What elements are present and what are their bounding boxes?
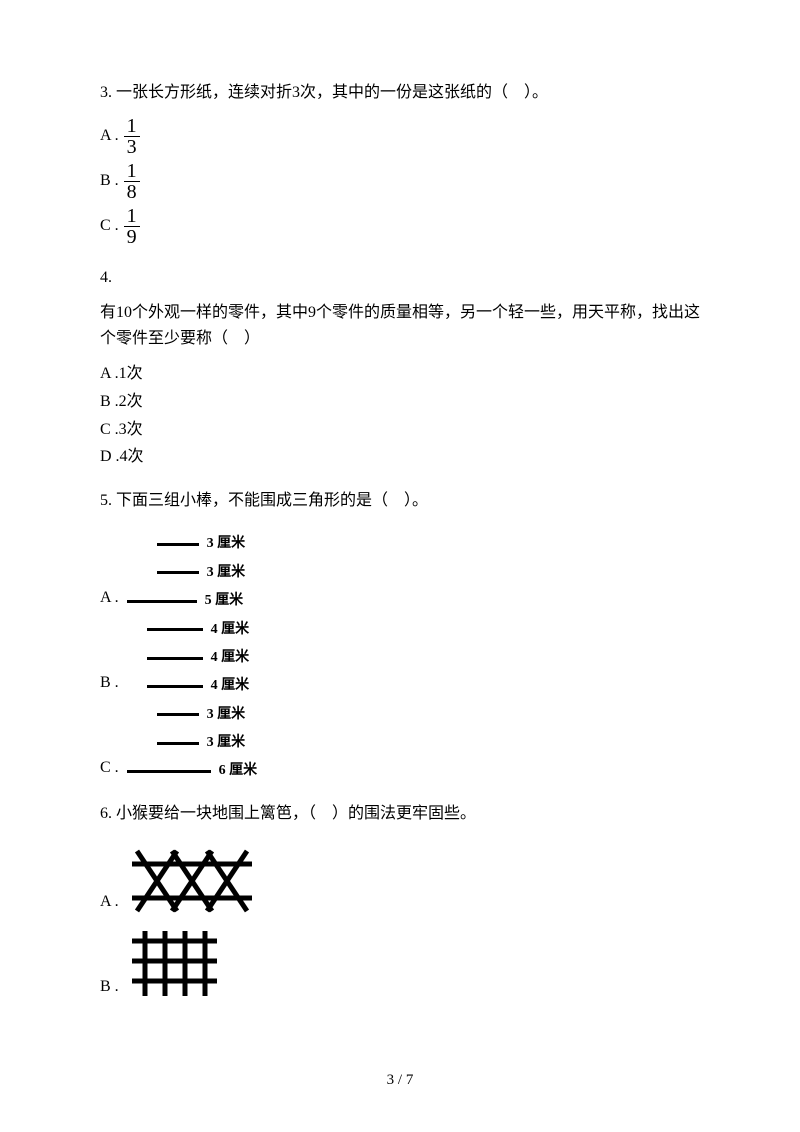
stick-label: 4 厘米 [211,619,250,641]
option-letter: B . [100,168,119,194]
option-letter: C . [100,755,119,783]
stick-icon [147,685,203,688]
stick-label: 5 厘米 [205,590,244,612]
stick-row: 3 厘米 [157,704,258,726]
q3-option-b: B . 1 8 [100,161,700,202]
denominator: 8 [124,182,140,202]
option-letter: B . [100,670,119,698]
stick-label: 4 厘米 [211,675,250,697]
sticks-group: 3 厘米 3 厘米 5 厘米 [127,533,246,612]
option-letter: A . [100,889,119,917]
stick-row: 5 厘米 [127,590,246,612]
fraction-icon: 1 8 [124,161,140,202]
q5-option: B . 4 厘米 4 厘米 4 厘米 [100,619,700,698]
stick-icon [127,770,211,773]
q4-label: 4. [100,265,700,291]
q4-option-c: C .3次 [100,417,700,443]
q5-option: A . 3 厘米 3 厘米 5 厘米 [100,533,700,612]
stick-row: 4 厘米 [147,675,250,697]
stick-icon [147,657,203,660]
stick-icon [157,713,199,716]
stick-icon [157,571,199,574]
q4-option-a: A .1次 [100,361,700,387]
grid-fence-icon [127,926,222,1001]
q4-text: 有10个外观一样的零件，其中9个零件的质量相等，另一个轻一些，用天平称，找出这个… [100,300,700,351]
q5-option: C . 3 厘米 3 厘米 6 厘米 [100,704,700,783]
sticks-group: 3 厘米 3 厘米 6 厘米 [127,704,258,783]
stick-icon [157,742,199,745]
stick-row: 3 厘米 [157,562,246,584]
question-5: 5. 下面三组小棒，不能围成三角形的是（ ）。 A . 3 厘米 3 厘米 5 厘米 B… [100,488,700,783]
stick-row: 3 厘米 [157,533,246,555]
q4-option-b: B .2次 [100,389,700,415]
q5-options: A .3 厘米3 厘米5 厘米B .4 厘米4 厘米4 厘米C .3 厘米3 厘… [100,533,700,783]
q4-option-d: D .4次 [100,444,700,470]
stick-icon [127,600,197,603]
option-letter: C . [100,213,119,239]
option-letter: B . [100,974,119,1002]
q6-option-a: A . [100,846,700,916]
numerator: 1 [124,116,140,137]
stick-icon [147,628,203,631]
numerator: 1 [124,161,140,182]
q3-option-c: C . 1 9 [100,206,700,247]
denominator: 9 [124,227,140,247]
stick-row: 6 厘米 [127,760,258,782]
option-letter: A . [100,585,119,613]
stick-row: 3 厘米 [157,732,258,754]
q3-option-a: A . 1 3 [100,116,700,157]
stick-label: 3 厘米 [207,562,246,584]
denominator: 3 [124,137,140,157]
page-footer: 3 / 7 [0,1068,800,1092]
question-6: 6. 小猴要给一块地围上篱笆，（ ）的围法更牢固些。 A . B . [100,801,700,1002]
stick-label: 3 厘米 [207,704,246,726]
option-letter: A . [100,123,119,149]
q4-options: A .1次 B .2次 C .3次 D .4次 [100,361,700,469]
q3-text: 3. 一张长方形纸，连续对折3次，其中的一份是这张纸的（ ）。 [100,80,700,106]
stick-icon [157,543,199,546]
stick-label: 6 厘米 [219,760,258,782]
q5-text: 5. 下面三组小棒，不能围成三角形的是（ ）。 [100,488,700,514]
question-4: 4. 有10个外观一样的零件，其中9个零件的质量相等，另一个轻一些，用天平称，找… [100,265,700,470]
q6-text: 6. 小猴要给一块地围上篱笆，（ ）的围法更牢固些。 [100,801,700,827]
stick-label: 4 厘米 [211,647,250,669]
stick-row: 4 厘米 [147,647,250,669]
fraction-icon: 1 3 [124,116,140,157]
question-3: 3. 一张长方形纸，连续对折3次，其中的一份是这张纸的（ ）。 A . 1 3 … [100,80,700,247]
numerator: 1 [124,206,140,227]
fraction-icon: 1 9 [124,206,140,247]
stick-label: 3 厘米 [207,732,246,754]
q6-option-b: B . [100,926,700,1001]
diagonal-fence-icon [127,846,257,916]
stick-row: 4 厘米 [147,619,250,641]
sticks-group: 4 厘米 4 厘米 4 厘米 [127,619,250,698]
stick-label: 3 厘米 [207,533,246,555]
